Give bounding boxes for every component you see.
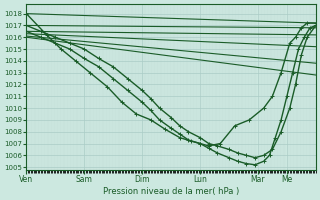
X-axis label: Pression niveau de la mer( hPa ): Pression niveau de la mer( hPa ) (103, 187, 239, 196)
